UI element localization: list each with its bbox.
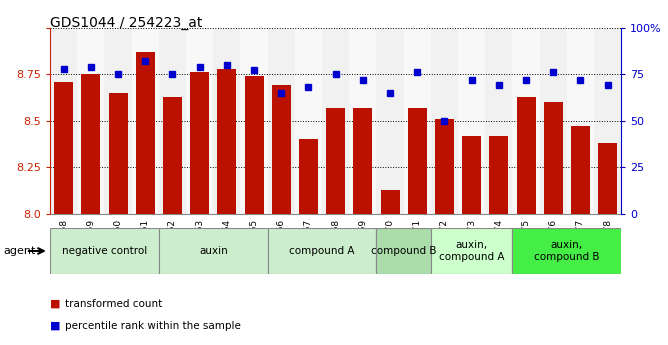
Bar bbox=[268, 228, 377, 274]
Bar bbox=[77, 28, 104, 214]
Text: auxin,
compound A: auxin, compound A bbox=[439, 240, 504, 262]
Bar bbox=[163, 97, 182, 214]
Bar bbox=[377, 28, 403, 214]
Bar bbox=[190, 72, 209, 214]
Bar bbox=[544, 102, 562, 214]
Text: compound B: compound B bbox=[371, 246, 436, 256]
Bar bbox=[299, 139, 318, 214]
Bar bbox=[217, 69, 236, 214]
Bar bbox=[431, 28, 458, 214]
Bar bbox=[295, 28, 322, 214]
Bar bbox=[326, 108, 345, 214]
Bar bbox=[462, 136, 481, 214]
Bar bbox=[50, 28, 77, 214]
Bar bbox=[485, 28, 512, 214]
Bar bbox=[540, 28, 567, 214]
Text: agent: agent bbox=[3, 246, 35, 256]
Bar bbox=[353, 108, 372, 214]
Bar bbox=[512, 228, 621, 274]
Bar bbox=[322, 28, 349, 214]
Bar bbox=[104, 28, 132, 214]
Bar bbox=[435, 119, 454, 214]
Bar bbox=[571, 126, 590, 214]
Bar bbox=[594, 28, 621, 214]
Bar bbox=[268, 28, 295, 214]
Bar bbox=[244, 76, 264, 214]
Bar bbox=[159, 228, 268, 274]
Text: GDS1044 / 254223_at: GDS1044 / 254223_at bbox=[50, 16, 202, 30]
Bar bbox=[403, 28, 431, 214]
Bar bbox=[186, 28, 213, 214]
Bar bbox=[377, 228, 431, 274]
Bar bbox=[213, 28, 240, 214]
Text: compound A: compound A bbox=[289, 246, 355, 256]
Bar bbox=[272, 85, 291, 214]
Bar bbox=[512, 28, 540, 214]
Text: ■: ■ bbox=[50, 321, 61, 331]
Text: auxin: auxin bbox=[199, 246, 228, 256]
Text: percentile rank within the sample: percentile rank within the sample bbox=[65, 321, 240, 331]
Bar bbox=[109, 93, 128, 214]
Bar bbox=[136, 52, 155, 214]
Bar bbox=[431, 228, 512, 274]
Text: negative control: negative control bbox=[62, 246, 147, 256]
Bar bbox=[54, 82, 73, 214]
Bar bbox=[490, 136, 508, 214]
Bar bbox=[516, 97, 536, 214]
Bar bbox=[81, 74, 100, 214]
Bar bbox=[407, 108, 427, 214]
Bar bbox=[349, 28, 377, 214]
Bar bbox=[50, 228, 159, 274]
Bar bbox=[567, 28, 594, 214]
Bar bbox=[458, 28, 485, 214]
Bar bbox=[240, 28, 268, 214]
Bar bbox=[159, 28, 186, 214]
Bar bbox=[132, 28, 159, 214]
Text: transformed count: transformed count bbox=[65, 299, 162, 308]
Bar bbox=[598, 143, 617, 214]
Bar bbox=[381, 190, 399, 214]
Text: auxin,
compound B: auxin, compound B bbox=[534, 240, 600, 262]
Text: ■: ■ bbox=[50, 299, 61, 308]
